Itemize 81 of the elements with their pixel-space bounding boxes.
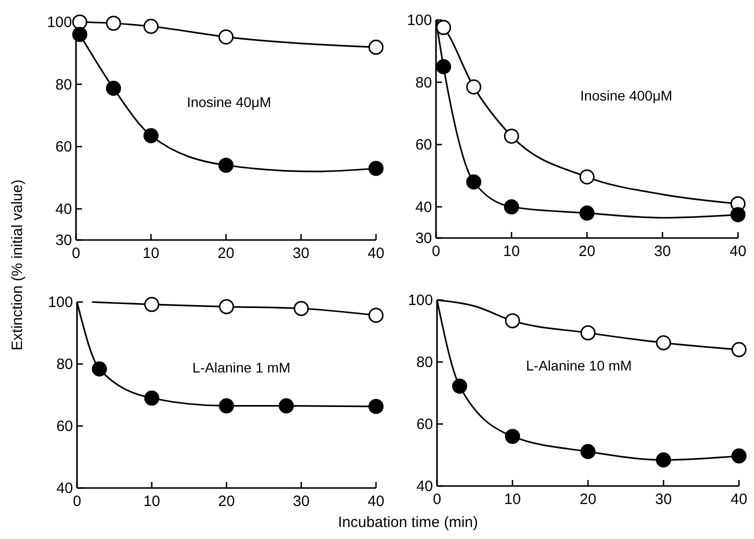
x-tick-label: 40 [368,245,384,262]
x-tick-label: 40 [730,243,746,260]
x-tick-label: 0 [72,245,80,262]
point [436,59,452,74]
point [436,20,452,36]
y-tick-label: 80 [415,74,432,92]
y-tick-label: 60 [55,138,72,156]
y-tick-label: 60 [416,416,433,433]
y-tick-label: 60 [56,418,73,435]
point [106,80,122,96]
x-tick-label: 0 [72,493,82,510]
point [218,398,234,414]
point [731,342,747,358]
point [144,390,160,406]
x-axis-title: Incubation time (min) [338,514,478,531]
point [368,40,384,55]
point [218,29,234,44]
annotation: L-Alanine 1 mM [192,360,290,376]
point [218,158,234,173]
point [656,335,672,350]
y-tick-label: 40 [416,478,433,495]
point [579,169,595,185]
point [452,378,468,394]
point [504,313,520,328]
point [504,199,520,214]
point [730,207,746,222]
point [368,398,384,414]
y-tick-label: 100 [406,12,432,29]
point [368,308,384,323]
point [92,361,107,377]
y-tick-label: 40 [56,480,73,497]
y-tick-label: 80 [56,356,73,373]
x-tick-label: 20 [218,245,234,262]
x-tick-label: 30 [654,243,671,260]
y-tick-label: 80 [55,76,72,94]
point [731,448,747,464]
point [144,296,160,312]
y-tick-label: 100 [46,14,72,31]
point [466,79,482,95]
point [580,325,596,340]
x-tick-label: 10 [142,245,160,262]
x-tick-label: 40 [368,493,384,510]
point [143,18,159,34]
y-tick-label: 30 [415,230,432,247]
x-tick-label: 10 [504,491,521,508]
point [294,300,309,316]
point [580,444,596,460]
x-tick-label: 0 [432,491,442,508]
x-tick-label: 10 [143,493,160,510]
y-tick-label: 40 [55,200,72,218]
x-tick-label: 30 [292,493,310,510]
point [72,26,88,42]
annotation: Inosine 40μM [186,94,272,110]
x-tick-label: 40 [730,491,748,508]
y-tick-label: 30 [55,232,72,249]
y-tick-label: 80 [416,354,433,371]
point [368,160,384,176]
point [218,299,234,314]
y-tick-label: 40 [415,198,432,216]
y-tick-label: 100 [408,292,433,309]
point [504,128,520,144]
point [504,428,520,444]
x-tick-label: 30 [292,245,310,262]
x-tick-label: 0 [432,243,440,260]
y-tick-label: 60 [415,136,432,154]
point [278,398,294,414]
point [72,14,88,30]
y-tick-label: 100 [48,294,73,311]
point [143,128,159,144]
point [466,174,482,190]
annotation: L-Alanine 10 mM [526,358,632,374]
annotation: Inosine 400μM [580,88,672,104]
x-tick-label: 20 [580,491,596,508]
x-tick-label: 20 [578,243,596,260]
y-axis-title: Extinction (% initial value) [9,180,26,350]
point [106,16,122,31]
x-tick-label: 10 [503,243,520,260]
x-tick-label: 20 [218,493,235,510]
x-tick-label: 30 [655,491,672,508]
point [579,206,595,221]
point [656,452,672,468]
